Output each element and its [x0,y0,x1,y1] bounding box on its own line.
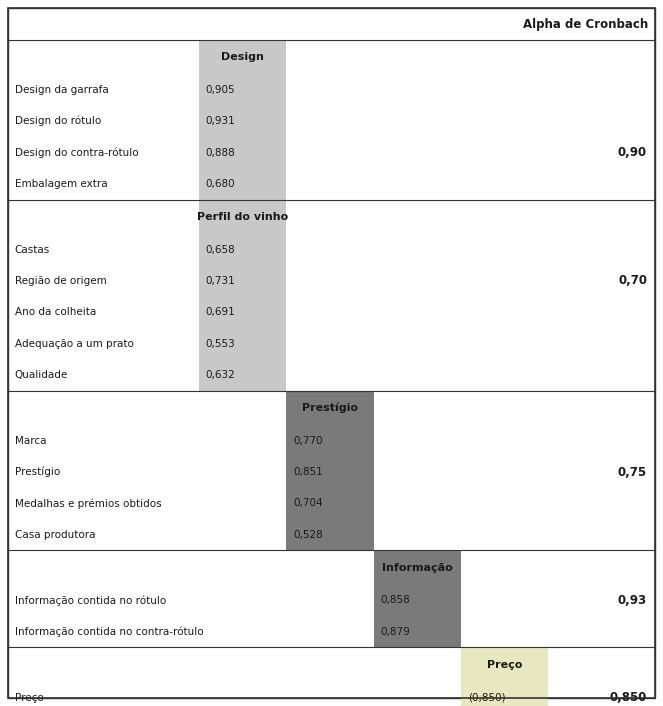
Text: Qualidade: Qualidade [15,370,68,380]
Text: Casa produtora: Casa produtora [15,530,95,539]
Bar [373,550,461,647]
Text: 0,704: 0,704 [293,498,323,508]
Text: Medalhas e prémios obtidos: Medalhas e prémios obtidos [15,498,161,508]
Text: Prestígio: Prestígio [302,402,358,413]
Text: 0,658: 0,658 [206,245,235,255]
Text: 0,879: 0,879 [381,627,410,637]
Text: Região de origem: Região de origem [15,276,106,286]
Text: 0,905: 0,905 [206,85,235,95]
Text: 0,553: 0,553 [206,339,235,349]
Text: 0,770: 0,770 [293,436,323,445]
Text: Perfil do vinho: Perfil do vinho [197,212,288,222]
Text: Informação contida no contra-rótulo: Informação contida no contra-rótulo [15,626,204,637]
Text: Informação: Informação [382,563,453,573]
Text: Design do rótulo: Design do rótulo [15,116,101,126]
Text: 0,850: 0,850 [610,691,647,704]
Text: Ano da colheita: Ano da colheita [15,307,96,317]
Text: Alpha de Cronbach: Alpha de Cronbach [523,18,648,30]
Text: 0,931: 0,931 [206,116,235,126]
Text: Marca: Marca [15,436,46,445]
Text: 0,888: 0,888 [206,148,235,157]
Text: Informação contida no rótulo: Informação contida no rótulo [15,595,166,606]
Text: Preço: Preço [15,693,43,702]
Text: 0,851: 0,851 [293,467,323,477]
Text: Design: Design [221,52,264,62]
Text: 0,680: 0,680 [206,179,235,189]
Text: 0,691: 0,691 [206,307,235,317]
Text: 0,75: 0,75 [618,465,647,479]
Text: 0,528: 0,528 [293,530,323,539]
Bar [286,390,373,550]
Text: 0,858: 0,858 [381,595,410,606]
Text: (0,850): (0,850) [468,693,505,702]
Bar [461,647,548,706]
Text: Prestígio: Prestígio [15,467,60,477]
Text: 0,632: 0,632 [206,370,235,380]
Text: Adequação a um prato: Adequação a um prato [15,339,133,349]
Text: Embalagem extra: Embalagem extra [15,179,107,189]
Text: 0,731: 0,731 [206,276,235,286]
Text: Design da garrafa: Design da garrafa [15,85,108,95]
Text: 0,70: 0,70 [618,275,647,287]
Text: 0,93: 0,93 [618,594,647,607]
Text: Preço: Preço [487,659,522,670]
Bar [199,40,286,200]
Text: Castas: Castas [15,245,50,255]
Text: Design do contra-rótulo: Design do contra-rótulo [15,148,138,158]
Bar [199,200,286,390]
Text: 0,90: 0,90 [618,146,647,159]
